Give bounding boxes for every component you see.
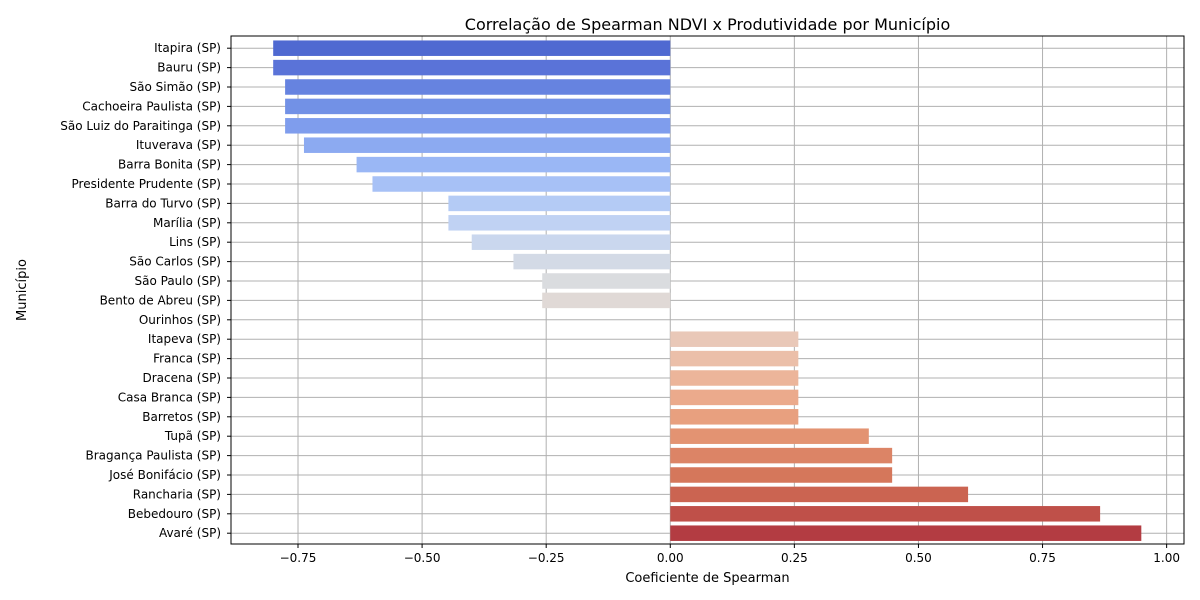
- x-tick-label: 0.50: [905, 551, 932, 565]
- bar-cachoeira-paulista-sp: [285, 99, 670, 115]
- x-tick-label: 0.00: [657, 551, 684, 565]
- y-tick-label-casa-branca-sp: Casa Branca (SP): [118, 390, 221, 404]
- bar-rancharia-sp: [670, 487, 968, 503]
- bar-sao-carlos-sp: [513, 254, 670, 270]
- y-tick-label-lins-sp: Lins (SP): [169, 235, 221, 249]
- y-tick-label-barra-bonita-sp: Barra Bonita (SP): [118, 158, 221, 172]
- bar-casa-branca-sp: [670, 390, 798, 406]
- bar-barretos-sp: [670, 409, 798, 425]
- x-tick-label: −0.75: [280, 551, 317, 565]
- y-tick-label-rancharia-sp: Rancharia (SP): [133, 487, 221, 501]
- x-tick-label: −0.50: [404, 551, 441, 565]
- y-tick-label-sao-simao-sp: São Simão (SP): [130, 80, 222, 94]
- y-tick-label-ituverava-sp: Ituverava (SP): [136, 138, 221, 152]
- bar-franca-sp: [670, 351, 798, 367]
- y-tick-label-franca-sp: Franca (SP): [153, 352, 221, 366]
- y-tick-label-jose-bonifacio-sp: José Bonifácio (SP): [108, 468, 221, 482]
- x-tick-label: 0.75: [1029, 551, 1056, 565]
- bar-avare-sp: [670, 525, 1141, 541]
- bar-marilia-sp: [448, 215, 670, 231]
- bar-ituverava-sp: [304, 137, 670, 153]
- x-tick-label: −0.25: [528, 551, 565, 565]
- y-tick-label-presidente-prudente-sp: Presidente Prudente (SP): [72, 177, 221, 191]
- x-axis-label: Coeficiente de Spearman: [625, 571, 789, 586]
- y-axis-label: Município: [15, 259, 30, 321]
- x-axis-ticks: −0.75 −0.50 −0.25 0.00 0.25 0.50 0.75 1.00: [280, 544, 1180, 565]
- y-tick-label-sao-luiz-do-paraitinga-sp: São Luiz do Paraitinga (SP): [60, 119, 221, 133]
- y-tick-label-sao-carlos-sp: São Carlos (SP): [129, 255, 221, 269]
- y-tick-label-sao-paulo-sp: São Paulo (SP): [135, 274, 222, 288]
- y-tick-label-itapira-sp: Itapira (SP): [154, 41, 221, 55]
- bar-itapeva-sp: [670, 331, 798, 347]
- y-tick-label-itapeva-sp: Itapeva (SP): [148, 332, 221, 346]
- bar-sao-paulo-sp: [542, 273, 670, 289]
- bar-bento-de-abreu-sp: [542, 293, 670, 309]
- y-tick-label-avare-sp: Avaré (SP): [159, 526, 221, 540]
- y-tick-label-dracena-sp: Dracena (SP): [143, 371, 222, 385]
- bar-itapira-sp: [273, 40, 670, 56]
- bar-barra-bonita-sp: [357, 157, 671, 173]
- bar-sao-luiz-do-paraitinga-sp: [285, 118, 670, 134]
- y-tick-label-bento-de-abreu-sp: Bento de Abreu (SP): [100, 293, 221, 307]
- y-tick-label-bauru-sp: Bauru (SP): [157, 61, 221, 75]
- bar-lins-sp: [472, 234, 671, 250]
- bar-barra-do-turvo-sp: [448, 196, 670, 212]
- bar-jose-bonifacio-sp: [670, 467, 892, 483]
- x-tick-label: 1.00: [1153, 551, 1180, 565]
- y-tick-label-barretos-sp: Barretos (SP): [142, 410, 221, 424]
- y-tick-label-tupa-sp: Tupã (SP): [164, 429, 221, 443]
- x-tick-label: 0.25: [781, 551, 808, 565]
- y-tick-label-barra-do-turvo-sp: Barra do Turvo (SP): [105, 196, 221, 210]
- y-tick-label-cachoeira-paulista-sp: Cachoeira Paulista (SP): [82, 99, 221, 113]
- bar-bauru-sp: [273, 60, 670, 76]
- y-tick-label-ourinhos-sp: Ourinhos (SP): [139, 313, 221, 327]
- bar-presidente-prudente-sp: [372, 176, 670, 192]
- bar-braganca-paulista-sp: [670, 448, 892, 464]
- bar-tupa-sp: [670, 428, 869, 444]
- y-axis-ticks: Itapira (SP) Bauru (SP) São Simão (SP) Cach…: [60, 41, 231, 540]
- bar-bebedouro-sp: [670, 506, 1100, 522]
- y-tick-label-braganca-paulista-sp: Bragança Paulista (SP): [85, 449, 221, 463]
- y-tick-label-marilia-sp: Marília (SP): [153, 216, 221, 230]
- bar-dracena-sp: [670, 370, 798, 386]
- y-tick-label-bebedouro-sp: Bebedouro (SP): [128, 507, 221, 521]
- bar-sao-simao-sp: [285, 79, 670, 95]
- chart-title: Correlação de Spearman NDVI x Produtivid…: [465, 15, 950, 34]
